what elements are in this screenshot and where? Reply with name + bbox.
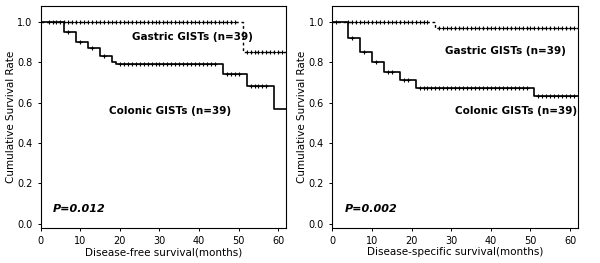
Text: Gastric GISTs (n=39): Gastric GISTs (n=39): [131, 32, 253, 42]
X-axis label: Disease-free survival(months): Disease-free survival(months): [85, 247, 242, 257]
Y-axis label: Cumulative Survival Rate: Cumulative Survival Rate: [5, 50, 16, 183]
X-axis label: Disease-specific survival(months): Disease-specific survival(months): [367, 247, 544, 257]
Text: Colonic GISTs (n=39): Colonic GISTs (n=39): [455, 105, 577, 115]
Y-axis label: Cumulative Survival Rate: Cumulative Survival Rate: [298, 50, 307, 183]
Text: P=0.012: P=0.012: [53, 204, 106, 214]
Text: P=0.002: P=0.002: [345, 204, 397, 214]
Text: Gastric GISTs (n=39): Gastric GISTs (n=39): [445, 45, 566, 55]
Text: Colonic GISTs (n=39): Colonic GISTs (n=39): [109, 105, 232, 115]
